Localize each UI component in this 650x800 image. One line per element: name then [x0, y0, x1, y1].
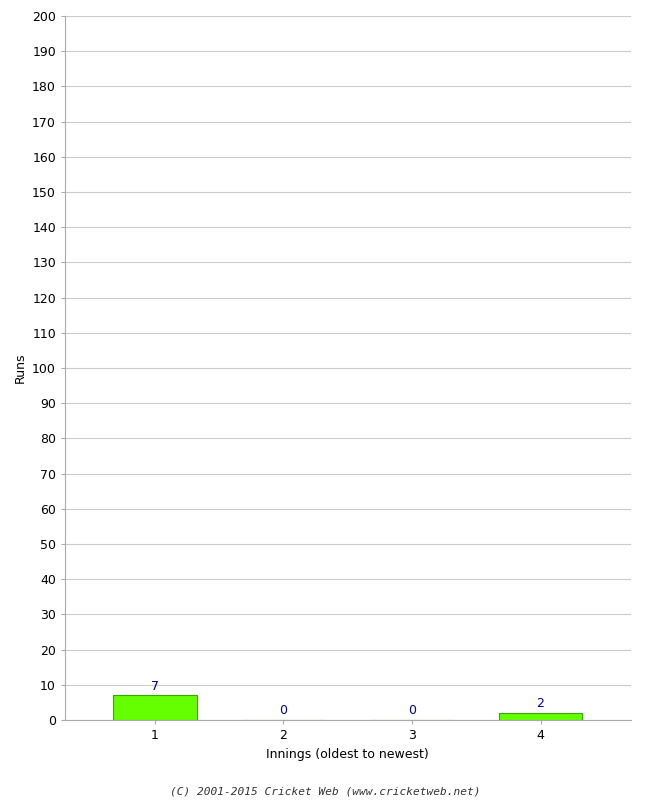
Text: (C) 2001-2015 Cricket Web (www.cricketweb.net): (C) 2001-2015 Cricket Web (www.cricketwe… [170, 786, 480, 796]
Bar [113, 695, 197, 720]
Bar [499, 713, 582, 720]
Text: 7: 7 [151, 679, 159, 693]
Text: 0: 0 [408, 704, 416, 717]
Text: 0: 0 [280, 704, 287, 717]
X-axis label: Innings (oldest to newest): Innings (oldest to newest) [266, 747, 429, 761]
Y-axis label: Runs: Runs [14, 353, 27, 383]
Text: 2: 2 [537, 697, 545, 710]
